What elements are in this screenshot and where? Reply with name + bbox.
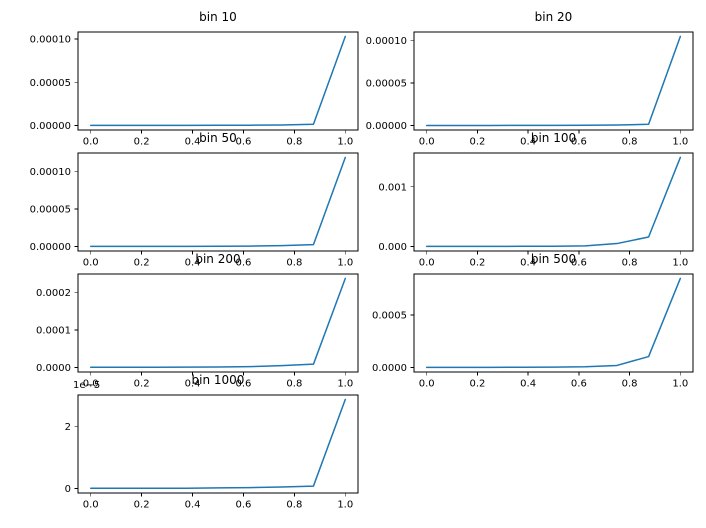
plot-area: 0.0 0.2 0.4 0.6 0.8 1.0 0.000 0.001 — [378, 152, 694, 269]
subplot-title: bin 500 — [530, 252, 577, 266]
subplot-bin-10: bin 10 0.0 0.2 0.4 0.6 0.8 1.0 0.00000 0.00005 0… — [6, 6, 374, 156]
axes-frame — [77, 152, 359, 252]
x-tick-label: 0.4 — [520, 137, 536, 148]
data-line — [89, 35, 347, 127]
y-tick-label: 0.00000 — [366, 121, 407, 132]
axes-frame — [77, 394, 359, 494]
subplot-bin-50: bin 50 0.0 0.2 0.4 0.6 0.8 1.0 0.00000 0.00005 0… — [6, 127, 374, 277]
y-tick-label: 0.00010 — [30, 35, 71, 46]
x-tick-label: 1.0 — [337, 379, 353, 390]
x-tick-label: 0.4 — [185, 258, 201, 269]
data-line — [425, 35, 682, 127]
x-tick-label: 0.4 — [185, 500, 201, 511]
y-tick-label: 0.00005 — [30, 205, 71, 216]
x-tick-label: 0.4 — [185, 137, 201, 148]
x-tick-label: 0.6 — [571, 379, 587, 390]
x-tick-label: 0.0 — [419, 379, 435, 390]
x-tick-label: 0.6 — [236, 137, 252, 148]
x-tick-label: 0.2 — [134, 379, 150, 390]
axes-frame — [413, 152, 694, 252]
plot-area: 0.0 0.2 0.4 0.6 0.8 1.0 0.0000 0.0005 — [372, 273, 694, 390]
x-tick-label: 0.0 — [83, 258, 99, 269]
x-tick-label: 1.0 — [337, 258, 353, 269]
x-tick-label: 0.2 — [134, 137, 150, 148]
x-tick-label: 0.6 — [236, 258, 252, 269]
subplot-bin-200: bin 200 0.0 0.2 0.4 0.6 0.8 1.0 0.0000 0.0001 0.… — [6, 248, 374, 398]
axes-frame — [77, 31, 359, 131]
x-tick-label: 0.6 — [571, 258, 587, 269]
x-tick-label: 0.4 — [520, 379, 536, 390]
data-line — [89, 156, 347, 248]
subplot-bin-20: bin 20 0.0 0.2 0.4 0.6 0.8 1.0 0.00000 0.00005 0… — [342, 6, 706, 156]
plot-area: 0.0 0.2 0.4 0.6 0.8 1.0 0.00000 0.00005 0.00010 — [30, 152, 359, 269]
y-axis-offset-label: 1e−5 — [73, 380, 101, 391]
x-tick-label: 0.0 — [419, 137, 435, 148]
x-tick-label: 0.8 — [622, 137, 638, 148]
x-tick-label: 0.2 — [469, 379, 485, 390]
data-line — [425, 277, 682, 369]
x-tick-label: 1.0 — [672, 137, 688, 148]
x-tick-label: 0.4 — [185, 379, 201, 390]
x-tick-label: 1.0 — [672, 258, 688, 269]
x-tick-label: 0.0 — [83, 137, 99, 148]
x-tick-label: 0.6 — [236, 500, 252, 511]
x-tick-label: 0.0 — [419, 258, 435, 269]
y-tick-label: 0.00010 — [30, 167, 71, 178]
subplot-bin-1000: bin 1000 1e−5 0.0 0.2 0.4 0.6 0.8 1.0 0 2 — [6, 369, 374, 519]
y-tick-label: 0.0005 — [372, 311, 407, 322]
y-tick-label: 0.000 — [378, 242, 407, 253]
x-tick-label: 0.0 — [83, 379, 99, 390]
x-tick-label: 0.8 — [622, 258, 638, 269]
y-tick-label: 2 — [65, 422, 71, 433]
y-tick-label: 0.00005 — [30, 78, 71, 89]
y-tick-label: 0.0001 — [36, 326, 71, 337]
plot-area: 0.0 0.2 0.4 0.6 0.8 1.0 0.00000 0.00005 0.00010 — [30, 31, 359, 148]
subplot-title: bin 20 — [534, 10, 573, 24]
x-tick-label: 0.6 — [236, 379, 252, 390]
x-tick-label: 0.4 — [520, 258, 536, 269]
axes-frame — [77, 273, 359, 373]
x-tick-label: 0.2 — [134, 500, 150, 511]
y-tick-label: 0.0002 — [36, 288, 71, 299]
axes-frame — [413, 273, 694, 373]
data-line — [89, 398, 347, 489]
x-tick-label: 1.0 — [337, 500, 353, 511]
subplot-title: bin 10 — [199, 10, 237, 24]
plot-area: 0.0 0.2 0.4 0.6 0.8 1.0 0 2 — [65, 394, 359, 511]
x-tick-label: 0.8 — [286, 137, 302, 148]
plot-area: 0.0 0.2 0.4 0.6 0.8 1.0 0.00000 0.00005 0.00010 — [366, 31, 694, 148]
y-tick-label: 0.00010 — [366, 36, 407, 47]
y-tick-label: 0 — [65, 484, 71, 495]
y-tick-label: 0.001 — [378, 182, 407, 193]
x-tick-label: 0.8 — [286, 500, 302, 511]
y-tick-label: 0.00005 — [366, 79, 407, 90]
x-tick-label: 0.0 — [83, 500, 99, 511]
x-tick-label: 0.8 — [286, 258, 302, 269]
y-tick-label: 0.00000 — [30, 242, 71, 253]
subplot-bin-500: bin 500 0.0 0.2 0.4 0.6 0.8 1.0 0.0000 0.0005 — [342, 248, 706, 398]
x-tick-label: 1.0 — [337, 137, 353, 148]
x-tick-label: 0.8 — [622, 379, 638, 390]
subplot-title: bin 50 — [199, 131, 237, 145]
subplot-title: bin 200 — [195, 252, 241, 266]
subplot-title: bin 100 — [530, 131, 577, 145]
y-tick-label: 0.00000 — [30, 121, 71, 132]
subplot-title: bin 1000 — [191, 373, 245, 387]
x-tick-label: 0.6 — [571, 137, 587, 148]
x-tick-label: 1.0 — [672, 379, 688, 390]
plot-area: 0.0 0.2 0.4 0.6 0.8 1.0 0.0000 0.0001 0.0002 — [36, 273, 359, 390]
data-line — [425, 156, 682, 248]
x-tick-label: 0.2 — [469, 137, 485, 148]
subplot-bin-100: bin 100 0.0 0.2 0.4 0.6 0.8 1.0 0.000 0.001 — [342, 127, 706, 277]
y-tick-label: 0.0000 — [372, 363, 407, 374]
x-tick-label: 0.2 — [134, 258, 150, 269]
x-tick-label: 0.8 — [286, 379, 302, 390]
data-line — [89, 277, 347, 368]
axes-frame — [413, 31, 694, 131]
y-tick-label: 0.0000 — [36, 363, 71, 374]
x-tick-label: 0.2 — [469, 258, 485, 269]
